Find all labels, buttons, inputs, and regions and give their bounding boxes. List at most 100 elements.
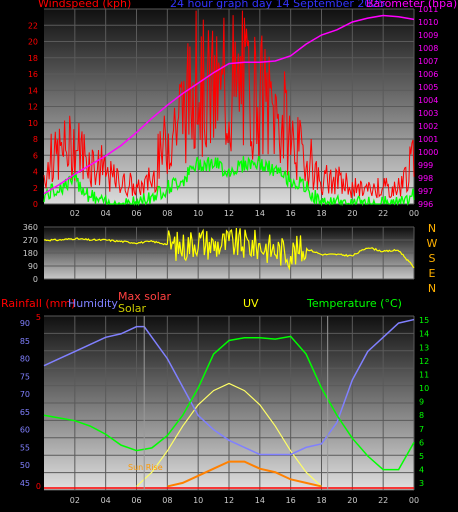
panel1-right-tick: 1001 <box>418 135 438 144</box>
panel1-x-tick: 20 <box>347 209 357 218</box>
max-solar-label: Max solar <box>118 290 172 303</box>
panel1-left-tick: 2 <box>33 184 38 193</box>
uv-line <box>167 460 322 488</box>
panel3-x-tick: 02 <box>70 496 80 505</box>
panel1-x-tick: 18 <box>316 209 326 218</box>
panel3-left-tick: 65 <box>20 408 30 417</box>
panel3-right-tick: 14 <box>419 330 429 339</box>
panel3-right-tick: 8 <box>419 411 424 420</box>
panel1-right-tick: 1005 <box>418 83 438 92</box>
panel2-y-tick: 270 <box>23 236 38 245</box>
temperature-label: Temperature (°C) <box>307 297 402 310</box>
panel3-x-tick: 00 <box>409 496 419 505</box>
panel2-compass-label: N <box>428 282 436 295</box>
panel3-left-tick: 90 <box>20 319 30 328</box>
panel2-compass-label: E <box>429 267 436 280</box>
panel1-right-tick: 1000 <box>418 148 438 157</box>
panel3-right-tick: 11 <box>419 370 429 379</box>
rainfall-label: Rainfall (mm) <box>1 297 76 310</box>
panel3-left-tick: 45 <box>20 479 30 488</box>
panel1-left-tick: 0 <box>33 200 38 209</box>
panel3-left-tick: 70 <box>20 390 30 399</box>
panel3-right-tick: 10 <box>419 384 429 393</box>
panel1-left-tick: 12 <box>28 103 38 112</box>
panel3-rain-tick: 0 <box>36 482 41 491</box>
panel3-x-tick: 16 <box>286 496 296 505</box>
windspeed-line <box>43 10 415 199</box>
panel3-right-tick: 13 <box>419 343 429 352</box>
panel1-x-tick: 08 <box>162 209 172 218</box>
panel2-y-tick: 90 <box>28 262 38 271</box>
barometer-label: Barometer (hpa) <box>366 0 458 10</box>
panel3-left-tick: 55 <box>20 443 30 452</box>
panel1-right-tick: 1010 <box>418 18 438 27</box>
panel1-left-tick: 10 <box>28 119 38 128</box>
panel1-x-tick: 00 <box>409 209 419 218</box>
panel1-right-tick: 1006 <box>418 70 438 79</box>
wind-direction-line <box>43 227 415 271</box>
panel1-left-tick: 22 <box>28 21 38 30</box>
max-solar-line <box>136 382 322 487</box>
panel3-x-tick: 22 <box>378 496 388 505</box>
barometer-line <box>43 14 415 195</box>
panel3-x-tick: 12 <box>224 496 234 505</box>
panel2-y-tick: 360 <box>23 223 38 232</box>
temperature-line <box>43 335 415 471</box>
panel3-right-tick: 9 <box>419 398 424 407</box>
panel3-x-tick: 06 <box>131 496 141 505</box>
panel1-left-tick: 8 <box>33 135 38 144</box>
panel3-x-tick: 14 <box>255 496 265 505</box>
panel3-left-tick: 75 <box>20 372 30 381</box>
panel3-right-tick: 3 <box>419 479 424 488</box>
panel2-compass-label: N <box>428 222 436 235</box>
windspeed-label: Windspeed (kph) <box>38 0 132 10</box>
sunrise-annotation: Sun Rise <box>128 463 163 472</box>
panel2-y-tick: 180 <box>23 249 38 258</box>
panel1-right-tick: 1009 <box>418 31 438 40</box>
panel3-right-tick: 6 <box>419 438 424 447</box>
panel1-left-tick: 14 <box>28 86 38 95</box>
humidity-label: Humidity <box>68 297 118 310</box>
panel3-left-tick: 85 <box>20 337 30 346</box>
panel1-x-tick: 16 <box>286 209 296 218</box>
panel1-x-tick: 22 <box>378 209 388 218</box>
panel3-left-tick: 80 <box>20 355 30 364</box>
panel3-x-tick: 18 <box>316 496 326 505</box>
panel1-right-tick: 999 <box>418 161 433 170</box>
panel2-compass-label: S <box>429 252 436 265</box>
panel1-right-tick: 997 <box>418 187 433 196</box>
panel1-right-tick: 996 <box>418 200 433 209</box>
panel3-right-tick: 15 <box>419 316 429 325</box>
panel1-right-tick: 1003 <box>418 109 438 118</box>
panel3-left-tick: 50 <box>20 461 30 470</box>
uv-label: UV <box>243 297 259 310</box>
panel1-x-tick: 06 <box>131 209 141 218</box>
graph-title: 24 hour graph day 14 September 2025 <box>170 0 386 10</box>
average-wind-line <box>43 155 415 207</box>
panel3-right-tick: 5 <box>419 452 424 461</box>
panel3-right-tick: 12 <box>419 357 429 366</box>
panel1-x-tick: 12 <box>224 209 234 218</box>
panel1-left-tick: 4 <box>33 168 38 177</box>
panel1-left-tick: 20 <box>28 38 38 47</box>
panel2-y-tick: 0 <box>33 275 38 284</box>
panel1-left-tick: 6 <box>33 151 38 160</box>
panel3-x-tick: 04 <box>101 496 111 505</box>
panel1-x-tick: 10 <box>193 209 203 218</box>
panel1-right-tick: 1008 <box>418 44 438 53</box>
panel1-left-tick: 18 <box>28 54 38 63</box>
panel3-x-tick: 10 <box>193 496 203 505</box>
panel3-rain-tick: 5 <box>36 313 41 322</box>
panel1-right-tick: 1002 <box>418 122 438 131</box>
panel1-x-tick: 04 <box>101 209 111 218</box>
panel1-x-tick: 02 <box>70 209 80 218</box>
panel3-left-tick: 60 <box>20 426 30 435</box>
solar-label: Solar <box>118 302 147 315</box>
humidity-line <box>43 318 415 456</box>
panel3-right-tick: 7 <box>419 425 424 434</box>
panel2-compass-label: W <box>427 237 438 250</box>
panel1-right-tick: 1007 <box>418 57 438 66</box>
panel3-x-tick: 20 <box>347 496 357 505</box>
panel3-right-tick: 4 <box>419 466 424 475</box>
